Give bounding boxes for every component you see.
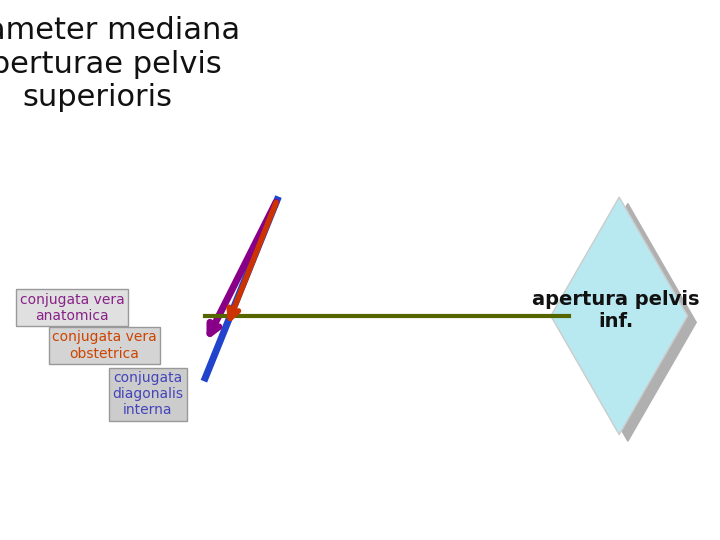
Text: conjugata vera
obstetrica: conjugata vera obstetrica <box>52 330 157 361</box>
Polygon shape <box>551 197 688 435</box>
Text: conjugata vera
anatomica: conjugata vera anatomica <box>19 293 125 323</box>
Polygon shape <box>559 204 696 441</box>
Text: conjugata
diagonalis
interna: conjugata diagonalis interna <box>112 371 183 417</box>
Text: apertura pelvis
inf.: apertura pelvis inf. <box>532 290 699 331</box>
Text: Diameter mediana
aperturae pelvis
superioris: Diameter mediana aperturae pelvis superi… <box>0 16 240 112</box>
